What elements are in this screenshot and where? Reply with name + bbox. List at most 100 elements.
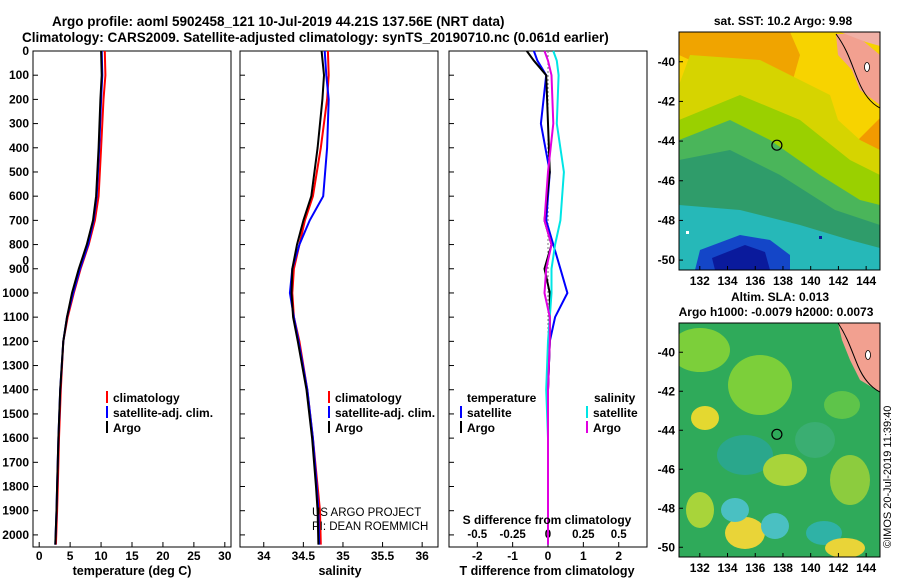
header-line-1: Argo profile: aoml 5902458_121 10-Jul-20… <box>52 14 504 29</box>
pressure-tick-label: 1500 <box>2 407 29 421</box>
legend-swatch-sal-argo <box>586 421 588 433</box>
difference-axis: -2 -1 0 1 2-0.5 -0.25 0 0.25 0.5 <box>449 50 628 563</box>
legend-label-sal-satellite: satellite <box>593 406 638 420</box>
lon-tick-label: 142 <box>828 561 848 575</box>
pressure-tick-label: 1200 <box>2 334 29 348</box>
legend-label-satellite: satellite-adj. clim. <box>113 406 213 420</box>
x-tick-label: -1 <box>507 549 518 563</box>
legend-swatch-temp-argo <box>460 421 462 433</box>
legend-label-temp-argo: Argo <box>467 421 495 435</box>
sla-map-title-1: Altim. SLA: 0.013 <box>731 290 829 304</box>
lat-tick-label: -42 <box>658 384 676 398</box>
legend-swatch-argo <box>328 421 330 433</box>
series-line-argo <box>54 50 103 545</box>
x-tick-label: 36 <box>415 549 429 563</box>
pressure-tick-label: 200 <box>9 92 29 106</box>
legend-label-temp-satellite: satellite <box>467 406 512 420</box>
legend-swatch-argo <box>106 421 108 433</box>
argo-location-marker <box>771 428 783 440</box>
imos-timestamp: ©IMOS 20-Jul-2019 11:39:40 <box>882 406 894 548</box>
sst-map: 132 134 136 138 140 142 144 -40 -42 -44 -46 -48 -50 <box>658 31 881 288</box>
lat-tick-label: -40 <box>658 345 676 359</box>
x-tick-label: 10 <box>94 549 108 563</box>
pressure-tick-label: 100 <box>9 68 29 82</box>
x-tick-label: -2 <box>472 549 483 563</box>
salinity-legend: climatology satellite-adj. clim. Argo <box>328 391 435 435</box>
temperature-lines <box>54 50 107 545</box>
legend-label-sal-argo: Argo <box>593 421 621 435</box>
pressure-tick-label: 1000 <box>2 286 29 300</box>
legend-label-climatology: climatology <box>335 391 402 405</box>
project-credit: US ARGO PROJECT <box>312 507 421 519</box>
legend-label-argo: Argo <box>113 421 141 435</box>
pressure-tick-label: 500 <box>9 165 29 179</box>
legend-swatch-satellite <box>328 406 330 418</box>
legend-swatch-temp-satellite <box>460 406 462 418</box>
sst-map-title: sat. SST: 10.2 Argo: 9.98 <box>714 14 853 28</box>
pressure-tick-label: 800 <box>9 238 29 252</box>
argo-location-marker <box>771 139 783 151</box>
legend-title-salinity: salinity <box>594 391 636 405</box>
sla-map-title-2: Argo h1000: -0.0079 h2000: 0.0073 <box>679 305 874 319</box>
x-tick-label: 20 <box>156 549 170 563</box>
pressure-tick-label: 1900 <box>2 504 29 518</box>
x-tick-label: 34 <box>257 549 271 563</box>
pressure-axis: 0100200300400500600700800900010001100120… <box>2 44 29 542</box>
lon-tick-label: 140 <box>801 561 821 575</box>
series-line-salinity-argo <box>543 50 555 545</box>
series-line-satellite-adj-clim- <box>54 50 104 545</box>
difference-top-xlabel: S difference from climatology <box>463 513 632 527</box>
lon-tick-label: 136 <box>745 561 765 575</box>
lon-tick-label: 142 <box>828 274 848 288</box>
pressure-tick-label: 600 <box>9 189 29 203</box>
lon-tick-label: 132 <box>690 274 710 288</box>
series-line-climatology <box>291 50 330 545</box>
temperature-panel <box>32 50 232 548</box>
header-line-2: Climatology: CARS2009. Satellite-adjuste… <box>22 30 609 45</box>
lat-tick-label: -42 <box>658 94 676 108</box>
lat-tick-label: -46 <box>658 174 676 188</box>
legend-swatch-sal-satellite <box>586 406 588 418</box>
pi-credit: PI: DEAN ROEMMICH <box>312 521 428 533</box>
difference-legend: temperature satellite Argo salinity sate… <box>460 391 638 435</box>
x-tick-label: 2 <box>615 549 622 563</box>
legend-label-climatology: climatology <box>113 391 180 405</box>
x-tick-label: 0 <box>545 549 552 563</box>
lat-tick-label: -40 <box>658 55 676 69</box>
pressure-tick-label: 1600 <box>2 431 29 445</box>
legend-label-satellite: satellite-adj. clim. <box>335 406 435 420</box>
x-tick-label: 30 <box>218 549 232 563</box>
difference-xlabel: T difference from climatology <box>459 564 634 578</box>
lon-tick-label: 140 <box>801 274 821 288</box>
salinity-panel <box>239 50 439 548</box>
top-tick-label: 0.5 <box>611 529 628 541</box>
temperature-xlabel: temperature (deg C) <box>73 564 192 578</box>
lat-tick-label: -48 <box>658 213 676 227</box>
legend-label-argo: Argo <box>335 421 363 435</box>
lon-tick-label: 138 <box>773 561 793 575</box>
legend-swatch-satellite <box>106 406 108 418</box>
series-line-argo <box>290 50 326 545</box>
lat-tick-label: -44 <box>658 423 676 437</box>
temperature-axis: 0 5 10 15 20 25 30 <box>33 50 232 563</box>
pressure-tick-label: 0 <box>22 44 29 58</box>
salinity-xlabel: salinity <box>318 564 361 578</box>
pressure-tick-label: 1100 <box>3 310 29 324</box>
lon-tick-label: 134 <box>718 561 738 575</box>
pressure-tick-label: 1800 <box>2 480 29 494</box>
pressure-tick-label: 900 <box>9 262 29 276</box>
pressure-tick-label: 2000 <box>2 528 29 542</box>
x-tick-label: 5 <box>67 549 74 563</box>
salinity-lines <box>288 50 330 545</box>
series-line-climatology <box>54 50 107 545</box>
salinity-axis: 34 34.5 35 35.5 36 <box>240 50 429 563</box>
x-tick-label: 1 <box>580 549 587 563</box>
pressure-tick-label: 300 <box>9 117 29 131</box>
lon-tick-label: 134 <box>718 274 738 288</box>
difference-lines <box>525 50 569 545</box>
pressure-tick-label: 1400 <box>2 383 29 397</box>
lon-tick-label: 144 <box>856 561 876 575</box>
lat-tick-label: -46 <box>658 462 676 476</box>
pressure-tick-label: 0 <box>22 254 29 268</box>
